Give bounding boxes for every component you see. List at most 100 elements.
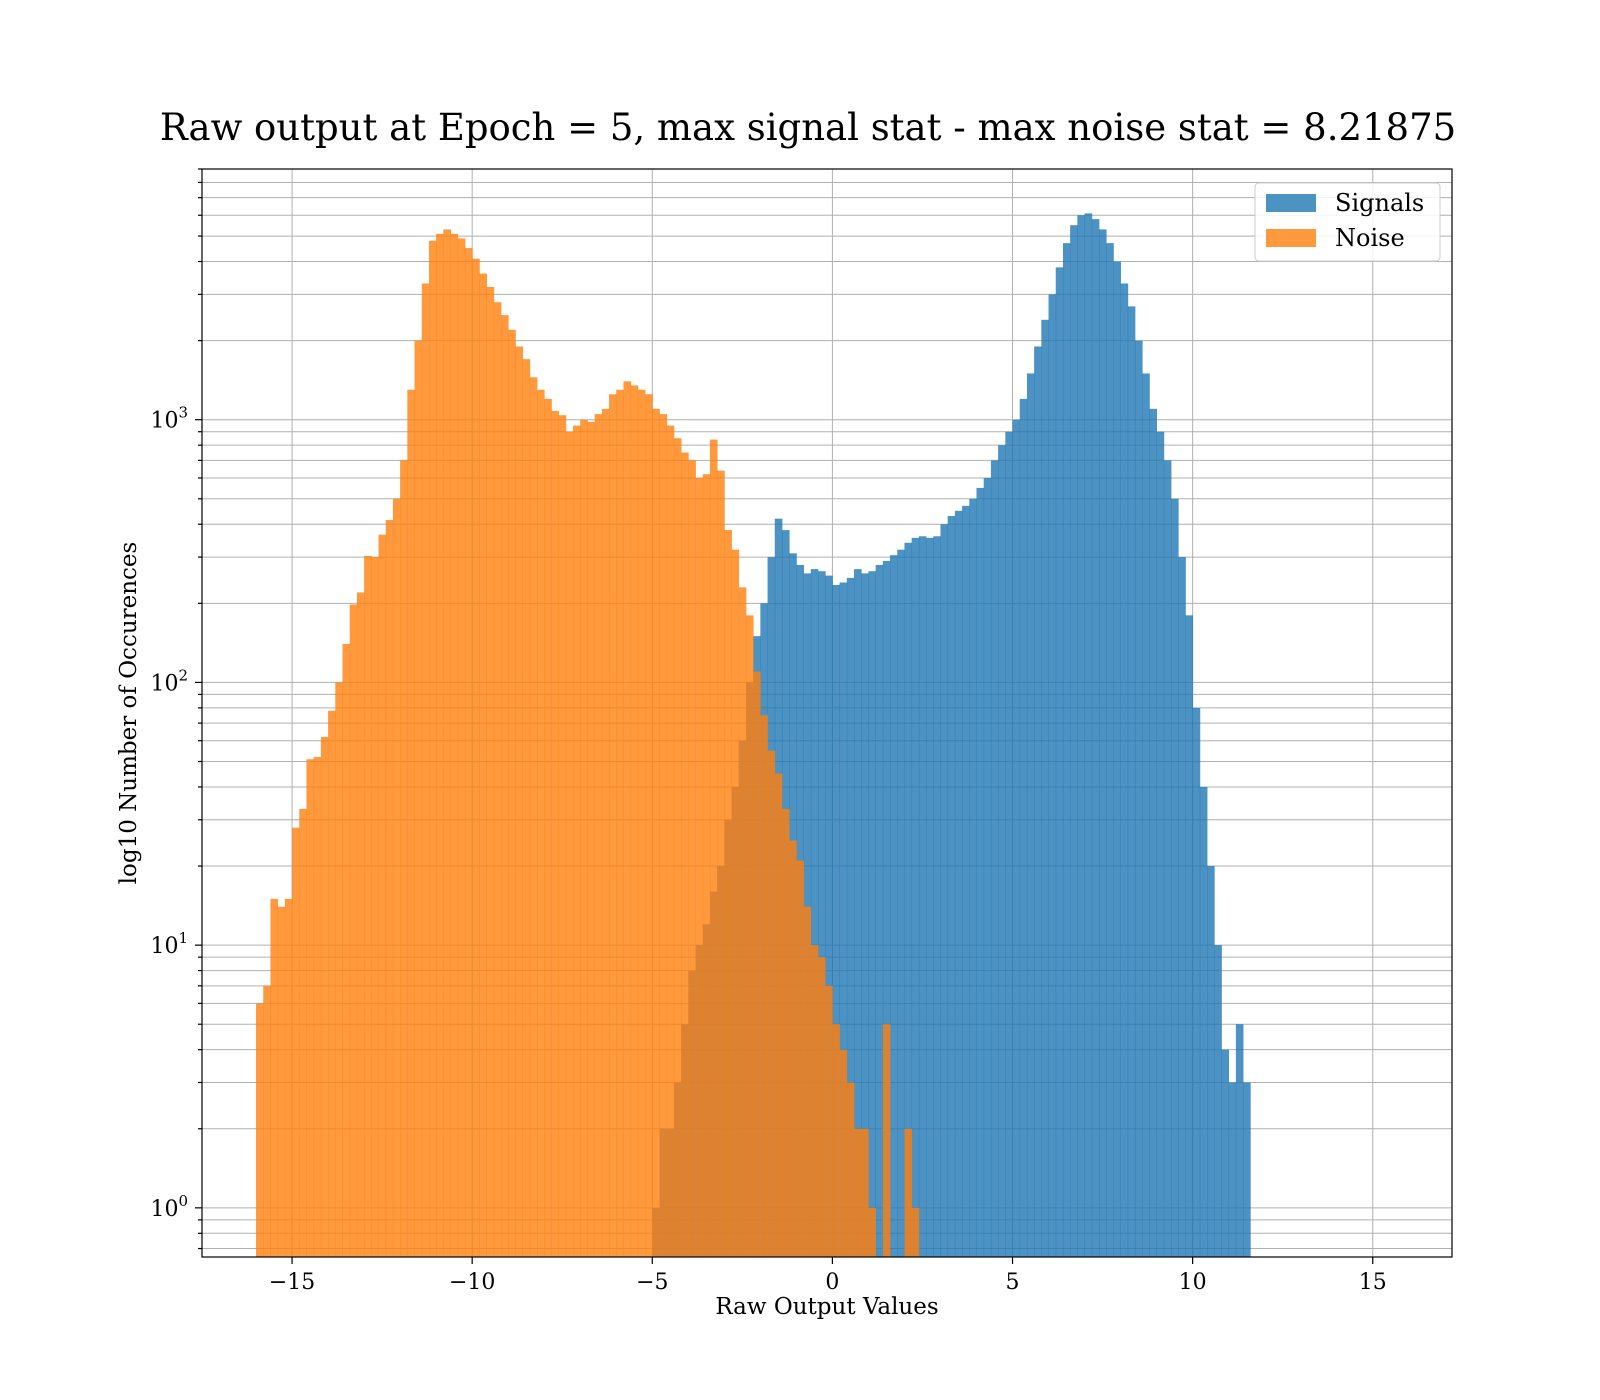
legend-label-signals: Signals xyxy=(1335,189,1424,217)
bar-noise xyxy=(277,906,286,1257)
bar-noise xyxy=(529,377,538,1257)
bar-signals xyxy=(1228,1082,1237,1257)
x-tick-label: 15 xyxy=(1359,1270,1387,1295)
bar-noise xyxy=(400,460,408,1258)
bar-noise xyxy=(573,425,581,1257)
bar-noise xyxy=(537,389,545,1257)
bar-noise xyxy=(630,385,639,1257)
bar-noise xyxy=(753,671,761,1257)
bar-noise xyxy=(673,438,682,1258)
bar-signals xyxy=(1243,1082,1251,1257)
bar-noise xyxy=(342,644,351,1257)
bar-signals xyxy=(846,577,855,1257)
bar-noise xyxy=(587,422,596,1257)
bar-signals xyxy=(940,524,949,1257)
bar-signals xyxy=(1106,243,1114,1257)
bar-noise xyxy=(709,439,718,1257)
bar-noise xyxy=(767,750,776,1257)
bar-signals xyxy=(1091,219,1100,1257)
bar-signals xyxy=(1098,229,1107,1258)
series-noise xyxy=(256,229,920,1258)
bar-signals xyxy=(976,487,985,1257)
bar-signals xyxy=(1012,419,1021,1257)
bar-signals xyxy=(926,537,934,1257)
bar-noise xyxy=(378,534,387,1257)
bar-signals xyxy=(1062,243,1071,1257)
bar-noise xyxy=(551,410,560,1257)
bar-noise xyxy=(493,302,502,1258)
bar-noise xyxy=(745,615,754,1257)
bar-signals xyxy=(1134,340,1143,1257)
bar-signals xyxy=(1171,498,1179,1257)
y-tick-label: 101 xyxy=(150,929,188,959)
x-tick-label: −10 xyxy=(449,1270,495,1295)
bar-noise xyxy=(320,736,329,1257)
bar-noise xyxy=(645,394,653,1257)
legend-label-noise: Noise xyxy=(1335,224,1405,252)
bar-noise xyxy=(428,240,437,1257)
bar-noise xyxy=(292,827,300,1257)
bar-noise xyxy=(839,1049,848,1257)
bar-signals xyxy=(1199,786,1208,1257)
bar-noise xyxy=(681,452,689,1257)
bar-noise xyxy=(810,945,819,1257)
bar-noise xyxy=(731,549,740,1257)
bar-signals xyxy=(1034,346,1042,1257)
bar-noise xyxy=(846,1082,855,1257)
bar-signals xyxy=(1149,408,1158,1257)
bar-noise xyxy=(601,408,610,1257)
bar-signals xyxy=(1235,1024,1244,1257)
axis-ticks: −15 −10 −5 0 5 10 15 100 101 102 103 xyxy=(150,168,1387,1295)
bar-noise xyxy=(522,359,531,1257)
bar-signals xyxy=(1142,373,1150,1257)
bar-noise xyxy=(436,233,444,1257)
bar-noise xyxy=(652,408,660,1257)
bar-noise xyxy=(861,1128,869,1257)
x-tick-label: 5 xyxy=(1006,1270,1020,1295)
x-axis-label: Raw Output Values xyxy=(715,1294,938,1320)
y-axis-label: log10 Number of Occurences xyxy=(116,542,142,885)
plot-frame xyxy=(201,168,1453,1258)
bar-noise xyxy=(508,329,516,1257)
bar-signals xyxy=(933,536,941,1257)
bar-noise xyxy=(284,898,293,1257)
bar-signals xyxy=(969,498,977,1257)
bar-noise xyxy=(781,808,790,1257)
bar-signals xyxy=(854,569,862,1257)
bar-noise xyxy=(306,759,315,1257)
bar-noise xyxy=(854,1128,862,1257)
bar-noise xyxy=(580,419,588,1257)
bar-noise xyxy=(299,808,307,1257)
bar-signals xyxy=(962,505,970,1258)
y-tick-label: 100 xyxy=(150,1192,188,1222)
bar-noise xyxy=(717,470,725,1257)
bar-noise xyxy=(904,1128,913,1257)
bar-signals xyxy=(1185,615,1194,1257)
bar-signals xyxy=(897,549,905,1257)
bar-noise xyxy=(695,477,704,1257)
bar-signals xyxy=(868,571,877,1257)
bar-signals xyxy=(1077,215,1085,1258)
bar-signals xyxy=(918,536,927,1257)
bar-noise xyxy=(609,394,617,1257)
bar-noise xyxy=(335,682,343,1257)
bar-noise xyxy=(825,985,833,1257)
bar-noise xyxy=(760,715,768,1257)
bar-signals xyxy=(875,564,884,1257)
bar-noise xyxy=(270,898,279,1257)
bar-signals xyxy=(947,515,956,1257)
bar-noise xyxy=(371,557,379,1257)
bar-noise xyxy=(738,587,747,1257)
chart-title: Raw output at Epoch = 5, max signal stat… xyxy=(160,106,1456,149)
bar-noise xyxy=(515,346,524,1257)
legend: Signals Noise xyxy=(1254,182,1441,262)
bar-noise xyxy=(364,555,372,1257)
bar-signals xyxy=(1192,707,1201,1257)
bar-signals xyxy=(1163,460,1172,1258)
bar-noise xyxy=(385,520,394,1257)
bar-signals xyxy=(810,569,819,1257)
legend-swatch-noise xyxy=(1266,229,1316,247)
bar-signals xyxy=(825,575,833,1257)
bar-signals xyxy=(1221,1049,1230,1257)
bar-noise xyxy=(263,985,271,1257)
